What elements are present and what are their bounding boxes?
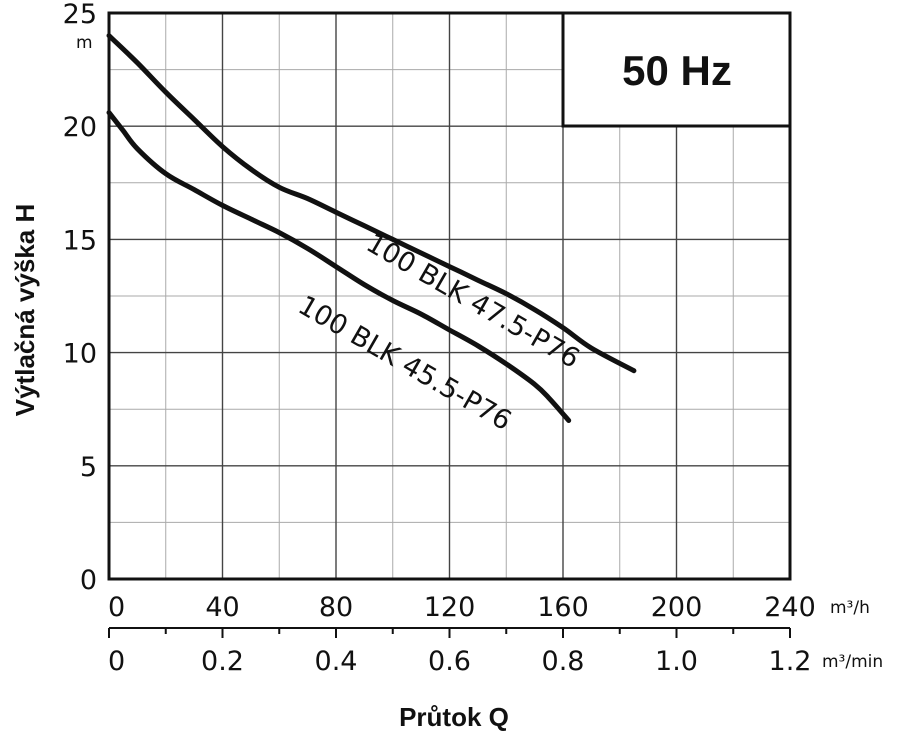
x-axis-primary: 0 40 80 120 160 200 240 xyxy=(108,592,816,623)
x-tick-label-primary: 0 xyxy=(108,592,125,623)
y-tick-label: 5 xyxy=(80,452,97,483)
series-line-45-5 xyxy=(106,110,572,423)
x-tick-label-primary: 240 xyxy=(764,592,816,623)
y-tick-label: 15 xyxy=(63,225,97,256)
series-line-47-5 xyxy=(106,33,637,374)
x-tick-label-secondary: 0.2 xyxy=(201,646,244,677)
y-axis-title: Výtlačná výška H xyxy=(10,204,40,416)
x-axis-title: Průtok Q xyxy=(399,702,509,731)
y-tick-label: 20 xyxy=(63,112,97,143)
x-tick-label-secondary: 0 xyxy=(108,646,125,677)
frequency-box: 50 Hz xyxy=(561,11,792,128)
x-tick-label-secondary: 0.4 xyxy=(315,646,358,677)
x-unit-primary: m³/h xyxy=(830,598,870,618)
x-tick-label-primary: 200 xyxy=(651,592,703,623)
frequency-label: 50 Hz xyxy=(622,47,732,94)
x-tick-label-secondary: 0.8 xyxy=(542,646,585,677)
x-tick-label-primary: 120 xyxy=(424,592,476,623)
y-tick-label: 0 xyxy=(80,565,97,596)
x-tick-label-primary: 160 xyxy=(537,592,589,623)
y-tick-labels: 0 5 10 15 20 25 xyxy=(63,0,97,596)
x-tick-label-secondary: 1.2 xyxy=(769,646,812,677)
x-tick-label-primary: 40 xyxy=(205,592,239,623)
y-tick-label: 25 xyxy=(63,0,97,30)
y-unit-label: m xyxy=(76,33,93,53)
y-tick-label: 10 xyxy=(63,339,97,370)
plot-frame xyxy=(107,11,792,581)
x-axis-secondary: 0 0.2 0.4 0.6 0.8 1.0 1.2 xyxy=(108,627,812,677)
x-tick-label-primary: 80 xyxy=(319,592,353,623)
x-tick-label-secondary: 0.6 xyxy=(428,646,471,677)
x-tick-label-secondary: 1.0 xyxy=(655,646,698,677)
x-unit-secondary: m³/min xyxy=(822,652,883,672)
frequency-box-frame xyxy=(561,11,792,128)
